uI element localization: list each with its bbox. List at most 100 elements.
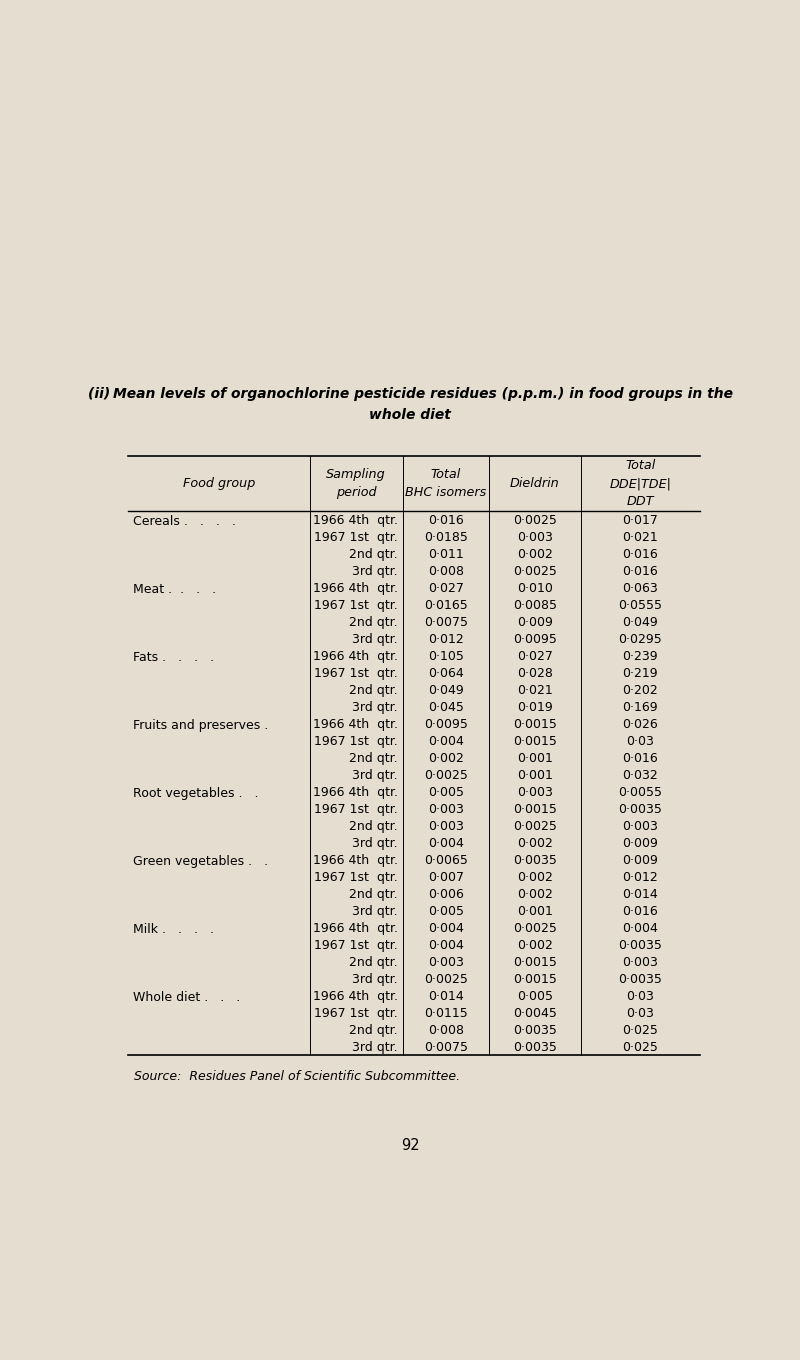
Text: 1967 1st  qtr.: 1967 1st qtr.: [314, 802, 398, 816]
Text: 0·016: 0·016: [428, 514, 464, 526]
Text: 2nd qtr.: 2nd qtr.: [349, 888, 398, 902]
Text: 0·027: 0·027: [517, 650, 553, 662]
Text: 0·021: 0·021: [517, 684, 553, 696]
Text: 2nd qtr.: 2nd qtr.: [349, 752, 398, 764]
Text: 3rd qtr.: 3rd qtr.: [352, 906, 398, 918]
Text: 0·005: 0·005: [517, 990, 553, 1004]
Text: 0·0015: 0·0015: [513, 718, 557, 730]
Text: 0·0095: 0·0095: [513, 632, 557, 646]
Text: 2nd qtr.: 2nd qtr.: [349, 548, 398, 560]
Text: 0·0165: 0·0165: [424, 598, 468, 612]
Text: 0·0035: 0·0035: [618, 974, 662, 986]
Text: 0·008: 0·008: [428, 1024, 464, 1038]
Text: 0·0055: 0·0055: [618, 786, 662, 800]
Text: Meat .  .   .   .: Meat . . . .: [133, 582, 216, 596]
Text: 0·025: 0·025: [622, 1042, 658, 1054]
Text: 1966 4th  qtr.: 1966 4th qtr.: [313, 718, 398, 730]
Text: 0·003: 0·003: [428, 956, 464, 970]
Text: 0·0015: 0·0015: [513, 956, 557, 970]
Text: 2nd qtr.: 2nd qtr.: [349, 684, 398, 696]
Text: 1967 1st  qtr.: 1967 1st qtr.: [314, 530, 398, 544]
Text: 2nd qtr.: 2nd qtr.: [349, 820, 398, 834]
Text: whole diet: whole diet: [369, 408, 451, 422]
Text: 0·219: 0·219: [622, 666, 658, 680]
Text: 1966 4th  qtr.: 1966 4th qtr.: [313, 990, 398, 1004]
Text: Sampling
period: Sampling period: [326, 468, 386, 499]
Text: 0·0095: 0·0095: [424, 718, 468, 730]
Text: 1967 1st  qtr.: 1967 1st qtr.: [314, 1008, 398, 1020]
Text: 0·0025: 0·0025: [424, 768, 468, 782]
Text: 0·0185: 0·0185: [424, 530, 468, 544]
Text: 3rd qtr.: 3rd qtr.: [352, 836, 398, 850]
Text: 0·021: 0·021: [622, 530, 658, 544]
Text: 0·005: 0·005: [428, 786, 464, 800]
Text: 0·169: 0·169: [622, 700, 658, 714]
Text: Total
BHC isomers: Total BHC isomers: [406, 468, 486, 499]
Text: 0·0555: 0·0555: [618, 598, 662, 612]
Text: 0·004: 0·004: [622, 922, 658, 936]
Text: 0·014: 0·014: [428, 990, 464, 1004]
Text: 0·001: 0·001: [517, 752, 553, 764]
Text: 0·0035: 0·0035: [618, 940, 662, 952]
Text: 0·028: 0·028: [517, 666, 553, 680]
Text: 2nd qtr.: 2nd qtr.: [349, 1024, 398, 1038]
Text: 0·016: 0·016: [622, 752, 658, 764]
Text: 1967 1st  qtr.: 1967 1st qtr.: [314, 666, 398, 680]
Text: 0·0025: 0·0025: [513, 820, 557, 834]
Text: 1966 4th  qtr.: 1966 4th qtr.: [313, 786, 398, 800]
Text: 0·0065: 0·0065: [424, 854, 468, 868]
Text: 0·0075: 0·0075: [424, 616, 468, 628]
Text: Total
DDE|TDE|
DDT: Total DDE|TDE| DDT: [610, 460, 671, 509]
Text: 0·004: 0·004: [428, 734, 464, 748]
Text: 1966 4th  qtr.: 1966 4th qtr.: [313, 582, 398, 594]
Text: 0·003: 0·003: [622, 956, 658, 970]
Text: 0·0015: 0·0015: [513, 974, 557, 986]
Text: 0·0025: 0·0025: [424, 974, 468, 986]
Text: 0·001: 0·001: [517, 768, 553, 782]
Text: 0·016: 0·016: [622, 548, 658, 560]
Text: 0·003: 0·003: [428, 820, 464, 834]
Text: Fats .   .   .   .: Fats . . . .: [133, 650, 214, 664]
Text: 0·008: 0·008: [428, 564, 464, 578]
Text: 1967 1st  qtr.: 1967 1st qtr.: [314, 940, 398, 952]
Text: 0·027: 0·027: [428, 582, 464, 594]
Text: 3rd qtr.: 3rd qtr.: [352, 768, 398, 782]
Text: 0·0075: 0·0075: [424, 1042, 468, 1054]
Text: 0·0015: 0·0015: [513, 802, 557, 816]
Text: 0·03: 0·03: [626, 1008, 654, 1020]
Text: 0·010: 0·010: [517, 582, 553, 594]
Text: 3rd qtr.: 3rd qtr.: [352, 1042, 398, 1054]
Text: 0·003: 0·003: [622, 820, 658, 834]
Text: 0·025: 0·025: [622, 1024, 658, 1038]
Text: 3rd qtr.: 3rd qtr.: [352, 632, 398, 646]
Text: 2nd qtr.: 2nd qtr.: [349, 616, 398, 628]
Text: 0·0035: 0·0035: [513, 854, 557, 868]
Text: 1966 4th  qtr.: 1966 4th qtr.: [313, 854, 398, 868]
Text: 0·0115: 0·0115: [424, 1008, 468, 1020]
Text: 0·003: 0·003: [517, 786, 553, 800]
Text: 0·032: 0·032: [622, 768, 658, 782]
Text: 2nd qtr.: 2nd qtr.: [349, 956, 398, 970]
Text: 0·001: 0·001: [517, 906, 553, 918]
Text: 0·017: 0·017: [622, 514, 658, 526]
Text: 0·004: 0·004: [428, 922, 464, 936]
Text: 1966 4th  qtr.: 1966 4th qtr.: [313, 514, 398, 526]
Text: 0·0025: 0·0025: [513, 922, 557, 936]
Text: 0·0085: 0·0085: [513, 598, 557, 612]
Text: Green vegetables .   .: Green vegetables . .: [133, 855, 268, 868]
Text: 0·03: 0·03: [626, 734, 654, 748]
Text: 0·002: 0·002: [517, 548, 553, 560]
Text: 0·009: 0·009: [622, 836, 658, 850]
Text: Dieldrin: Dieldrin: [510, 477, 560, 490]
Text: 0·004: 0·004: [428, 940, 464, 952]
Text: 3rd qtr.: 3rd qtr.: [352, 974, 398, 986]
Text: 0·026: 0·026: [622, 718, 658, 730]
Text: 0·019: 0·019: [517, 700, 553, 714]
Text: 0·0035: 0·0035: [513, 1024, 557, 1038]
Text: 0·011: 0·011: [428, 548, 464, 560]
Text: 0·064: 0·064: [428, 666, 464, 680]
Text: 0·0035: 0·0035: [618, 802, 662, 816]
Text: 0·016: 0·016: [622, 564, 658, 578]
Text: Food group: Food group: [182, 477, 255, 490]
Text: 1967 1st  qtr.: 1967 1st qtr.: [314, 734, 398, 748]
